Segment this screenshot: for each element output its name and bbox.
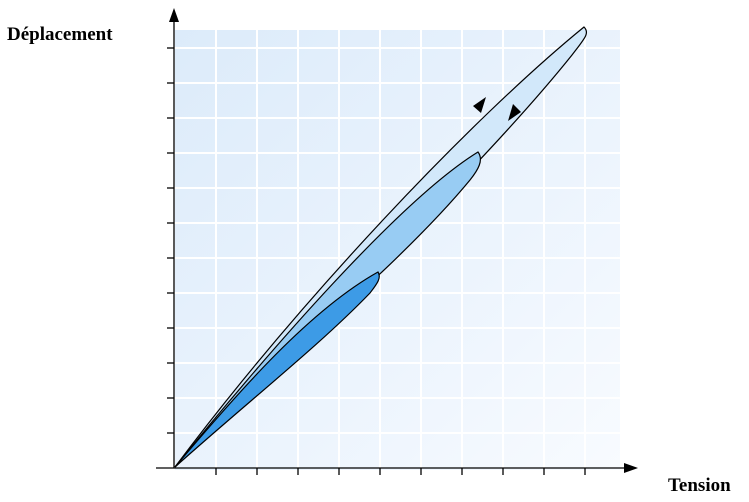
y-axis-arrowhead bbox=[169, 8, 179, 22]
y-axis-label: Déplacement bbox=[7, 24, 113, 45]
x-axis-label: Tension bbox=[668, 475, 731, 496]
direction-arrow-upper bbox=[473, 97, 486, 113]
x-axis-arrowhead bbox=[624, 463, 638, 473]
direction-arrow-lower bbox=[508, 104, 521, 121]
inner-hysteresis-loop bbox=[174, 271, 380, 468]
background-grid bbox=[175, 30, 620, 468]
axes bbox=[156, 20, 628, 469]
axis-ticks bbox=[167, 47, 586, 475]
